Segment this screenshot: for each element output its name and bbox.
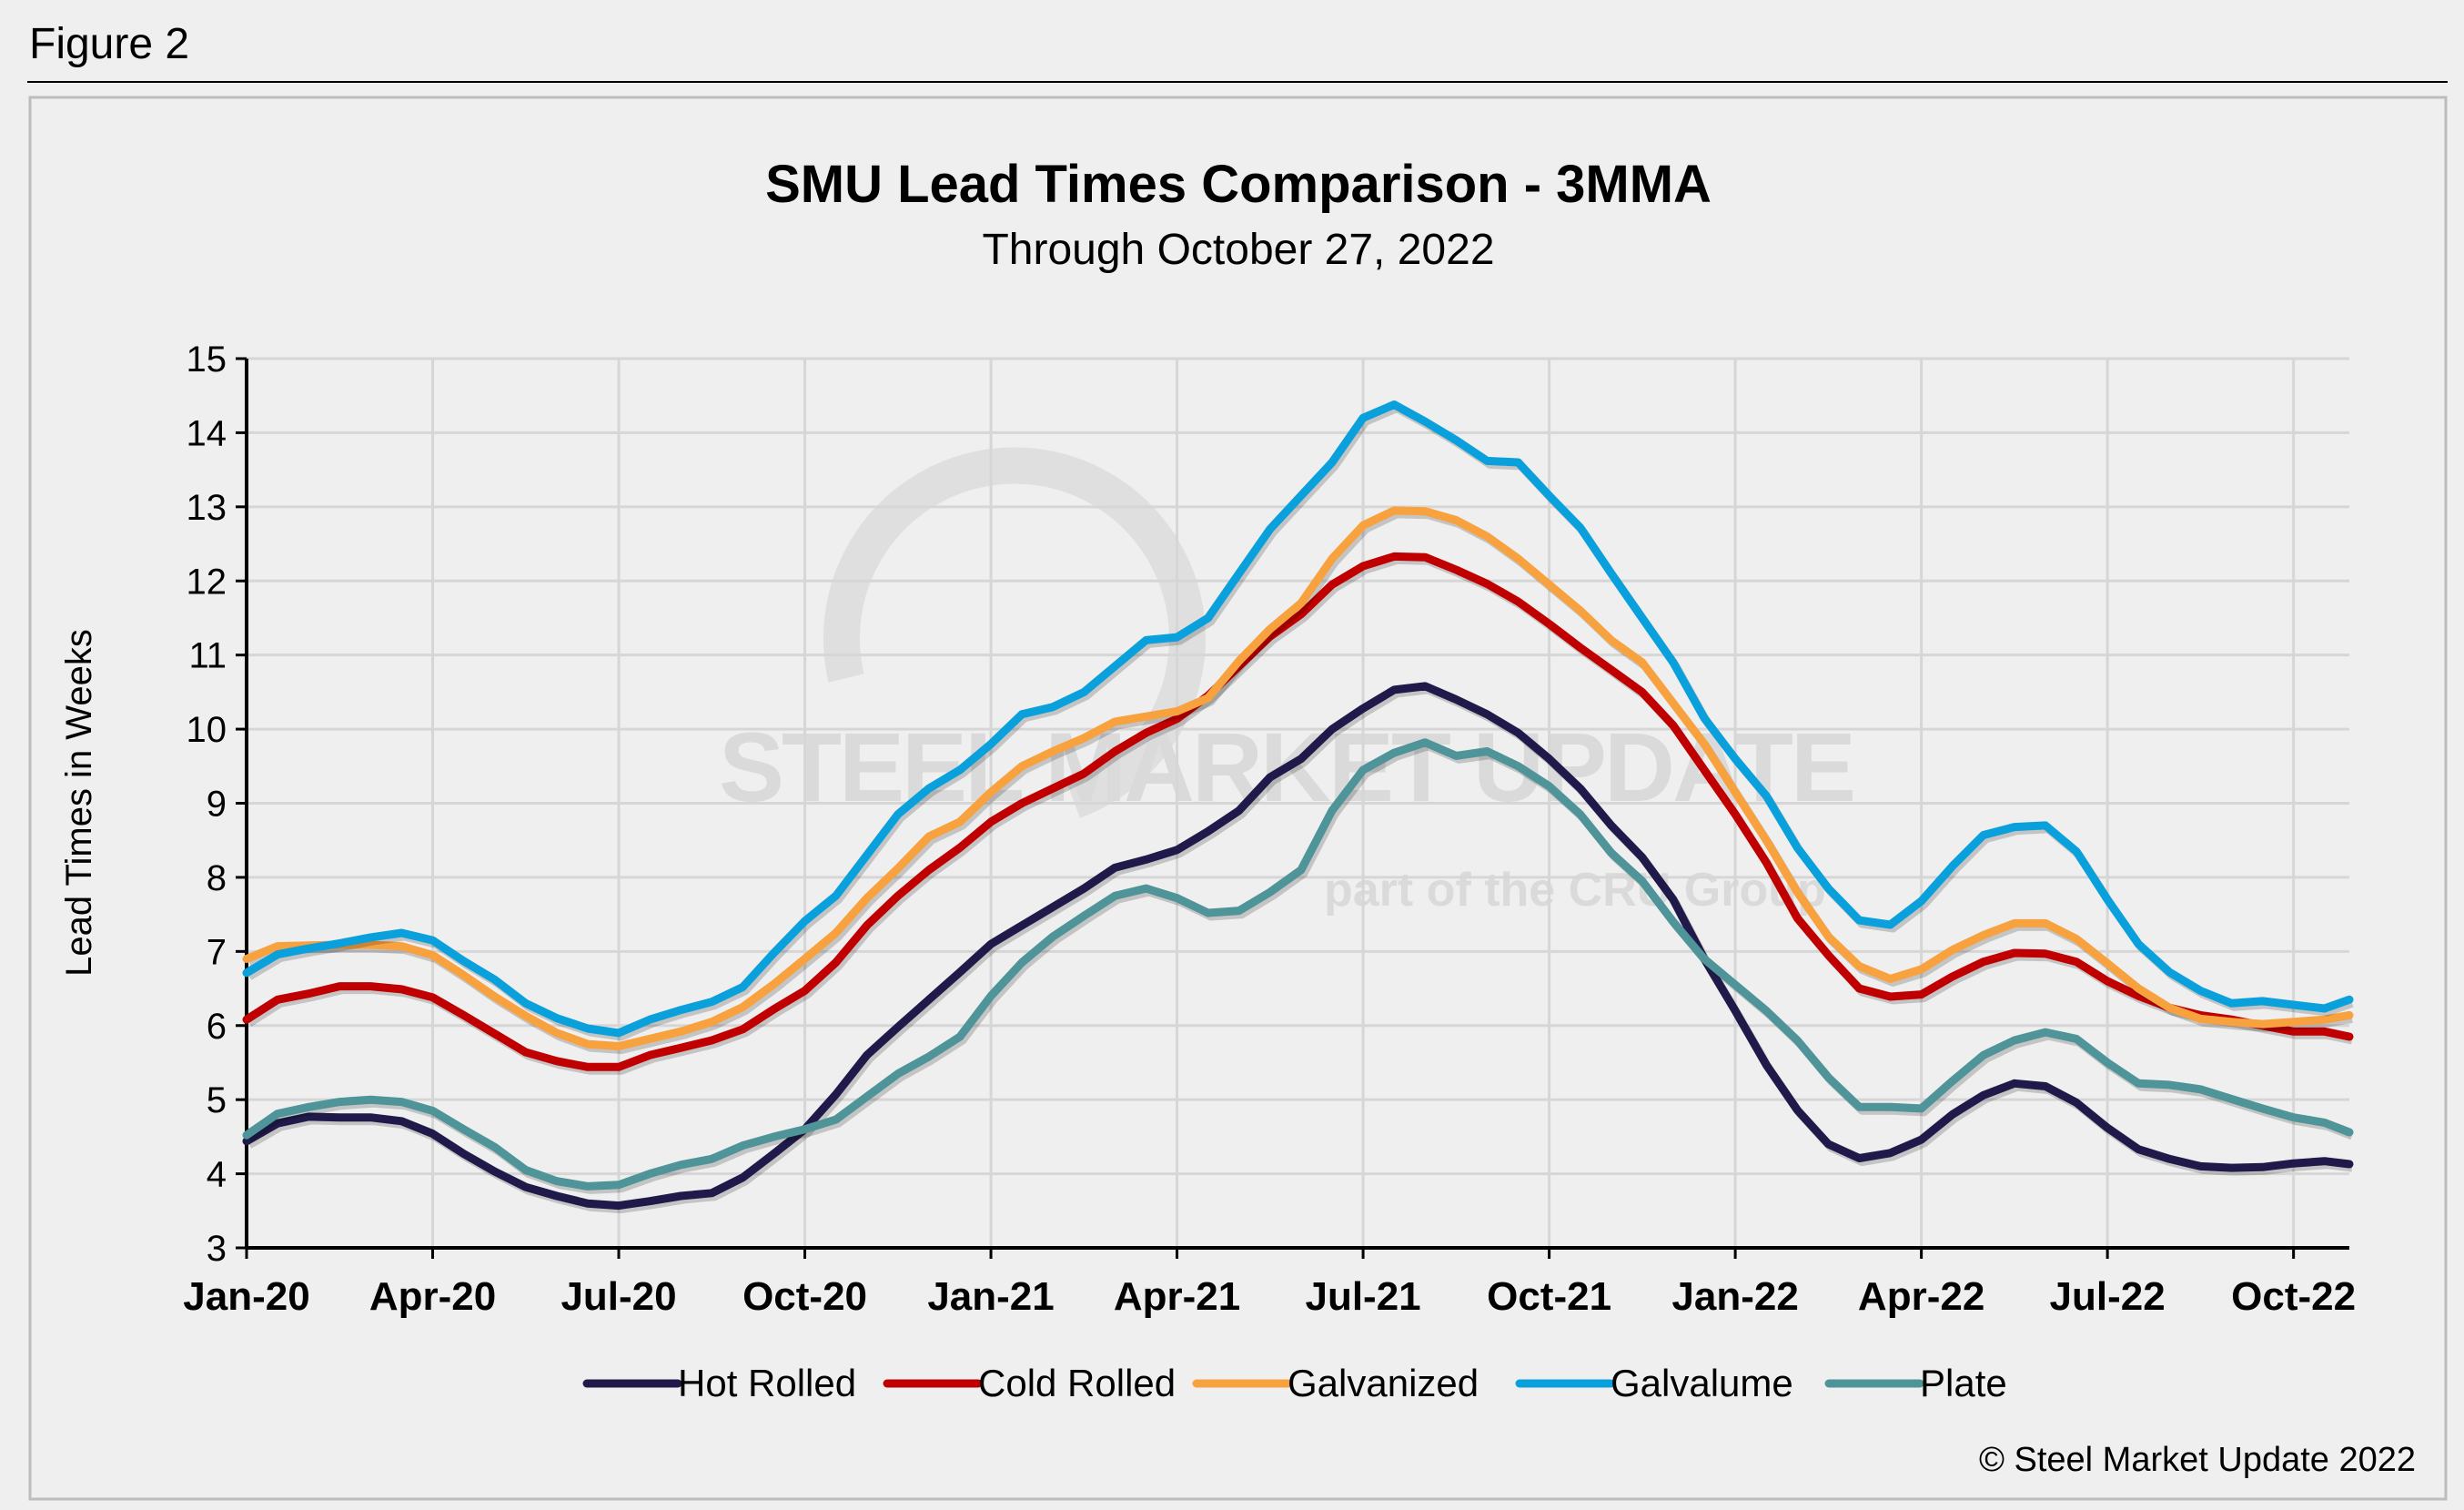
figure-label: Figure 2 bbox=[29, 20, 189, 68]
series-line-cold-rolled bbox=[242, 552, 2354, 1071]
legend: Hot Rolled Cold Rolled Galvanized Galvalume… bbox=[582, 1362, 2007, 1404]
legend-label: Galvanized bbox=[1288, 1362, 1479, 1404]
legend-label: Cold Rolled bbox=[978, 1362, 1176, 1404]
y-tick-label: 15 bbox=[187, 339, 227, 380]
legend-label: Galvalume bbox=[1611, 1362, 1793, 1404]
y-axis-label: Lead Times in Weeks bbox=[59, 629, 99, 977]
x-tick-label: Jan-20 bbox=[183, 1274, 309, 1319]
series-line-plate bbox=[242, 738, 2354, 1191]
x-tick-label: Jul-21 bbox=[1305, 1274, 1420, 1319]
x-tick-label: Apr-20 bbox=[369, 1274, 496, 1319]
y-tick-label: 4 bbox=[207, 1155, 227, 1195]
x-tick-label: Jul-20 bbox=[560, 1274, 676, 1319]
x-tick-label: Oct-21 bbox=[1487, 1274, 1611, 1319]
legend-item-hot-rolled: Hot Rolled bbox=[582, 1362, 856, 1404]
x-axis: Jan-20 Apr-20 Jul-20 Oct-20 Jan-21 Apr-21 Jul-… bbox=[183, 1246, 2356, 1319]
x-tick-label: Jul-22 bbox=[2050, 1274, 2166, 1319]
chart-subtitle: Through October 27, 2022 bbox=[982, 226, 1494, 274]
y-axis: 3 4 5 6 7 8 9 10 11 12 13 14 15 bbox=[187, 339, 248, 1269]
series-line-galvalume bbox=[242, 400, 2354, 1038]
y-tick-label: 13 bbox=[187, 488, 227, 528]
y-tick-label: 3 bbox=[207, 1229, 227, 1269]
watermark-sub: part of the CRU Group bbox=[1324, 864, 1826, 917]
legend-item-cold-rolled: Cold Rolled bbox=[883, 1362, 1176, 1404]
y-tick-label: 8 bbox=[207, 858, 227, 898]
y-tick-label: 14 bbox=[187, 413, 227, 453]
series-line-galvanized bbox=[242, 506, 2354, 1050]
y-tick-label: 5 bbox=[207, 1080, 227, 1120]
legend-item-galvanized: Galvanized bbox=[1192, 1362, 1479, 1404]
x-tick-label: Oct-22 bbox=[2231, 1274, 2356, 1319]
series-lines bbox=[242, 400, 2354, 1214]
x-tick-label: Jan-22 bbox=[1671, 1274, 1798, 1319]
x-tick-label: Oct-20 bbox=[742, 1274, 867, 1319]
y-tick-label: 7 bbox=[207, 932, 227, 972]
series-line-hot-rolled bbox=[242, 682, 2354, 1211]
x-tick-label: Apr-22 bbox=[1858, 1274, 1984, 1319]
y-tick-label: 10 bbox=[187, 710, 227, 750]
legend-item-galvalume: Galvalume bbox=[1515, 1362, 1793, 1404]
chart-title: SMU Lead Times Comparison - 3MMA bbox=[765, 155, 1712, 214]
legend-item-plate: Plate bbox=[1824, 1362, 2007, 1404]
y-tick-label: 6 bbox=[207, 1007, 227, 1047]
y-tick-label: 9 bbox=[207, 785, 227, 825]
legend-label: Hot Rolled bbox=[678, 1362, 856, 1404]
y-tick-label: 12 bbox=[187, 562, 227, 602]
x-tick-label: Apr-21 bbox=[1114, 1274, 1240, 1319]
x-tick-label: Jan-21 bbox=[927, 1274, 1054, 1319]
grid bbox=[247, 357, 2349, 1250]
y-tick-label: 11 bbox=[188, 636, 227, 676]
legend-label: Plate bbox=[1920, 1362, 2007, 1404]
copyright: © Steel Market Update 2022 bbox=[1979, 1441, 2416, 1479]
